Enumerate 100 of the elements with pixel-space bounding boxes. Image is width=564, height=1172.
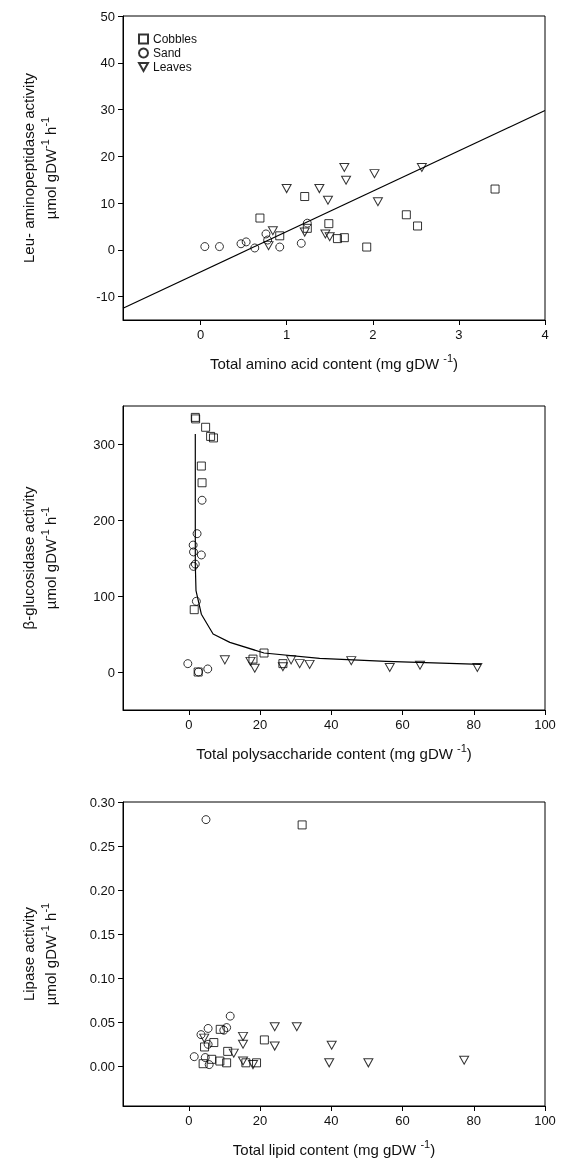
point [225,1011,235,1021]
y-tick-label: 40 [100,55,115,71]
point [297,820,307,830]
point [314,184,325,194]
point [238,1039,249,1049]
point [238,1031,249,1041]
point [459,1055,470,1065]
point [294,659,305,669]
x-tick-label: 0 [185,717,193,732]
x-tick-label: 1 [283,327,291,342]
x-tick-label: 20 [252,1113,268,1128]
point [196,550,206,560]
point [413,221,423,231]
point [188,540,198,550]
y-tick-label: 50 [100,8,115,24]
point [259,648,269,658]
y-tick-label: 0.25 [89,838,115,854]
x-tick-label: 80 [466,717,482,732]
point [201,422,211,432]
point [269,1022,280,1032]
y-tick-label: 0.15 [89,926,115,942]
point [200,1053,210,1063]
point [215,1024,225,1034]
point [269,1041,280,1051]
point [236,239,246,249]
x-tick-label: 100 [534,717,556,732]
x-tick-label: 40 [324,1113,339,1128]
point [384,662,395,672]
point [196,1030,206,1040]
point [198,1059,208,1069]
x-tick-label: 4 [541,327,549,342]
point [189,547,199,557]
point [326,1040,337,1050]
point [302,218,312,228]
point [203,1023,213,1033]
point [324,232,335,242]
legend-label: Leaves [153,60,192,74]
y-tick-label: 200 [93,512,115,528]
point [228,1048,239,1058]
point [201,815,211,825]
point [247,1060,258,1070]
point [320,229,331,239]
point [362,242,372,252]
x-tick-label: 40 [324,717,339,732]
point [300,192,310,202]
point [249,663,260,673]
y-tick-label: 20 [100,148,115,164]
point [200,242,210,252]
point [189,1052,199,1062]
y-tick-label: 30 [100,102,115,118]
x-tick-label: 60 [395,1113,410,1128]
x-tick-label: 100 [534,1113,556,1128]
point [214,242,224,252]
point [369,169,380,179]
point [207,1054,217,1064]
x-tick-label: 2 [369,327,377,342]
point [191,596,201,606]
x-tick-label: 60 [395,717,410,732]
point [222,1058,232,1068]
point [197,495,207,505]
y-tick-label: 100 [93,588,115,604]
y-tick-label: 0.00 [89,1058,115,1074]
y-tick-label: 0 [107,242,115,258]
point [252,1058,262,1068]
point [324,219,334,229]
point [291,1022,302,1032]
point [472,662,483,672]
point [215,1056,225,1066]
legend-label: Cobbles [153,32,198,46]
point [255,213,265,223]
point [199,1033,210,1043]
point [263,235,273,245]
x-tick-label: 3 [455,327,463,342]
point [223,1046,233,1056]
point [196,461,206,471]
x-tick-label: 0 [185,1113,193,1128]
point [197,478,207,488]
x-tick-label: 80 [466,1113,482,1128]
y-tick-label: 0.05 [89,1014,115,1030]
point [241,237,251,247]
point [259,1035,269,1045]
point [304,659,315,669]
point [299,227,310,237]
point [324,1058,335,1068]
y-tick-label: -10 [96,289,115,305]
point [275,242,285,252]
y-tick-label: 0.30 [89,794,115,810]
point [203,664,213,674]
point [209,1038,219,1048]
point [192,529,202,539]
point [302,223,312,233]
point [275,231,285,241]
point [415,660,425,670]
y-tick-label: 0.20 [89,882,115,898]
point [261,229,271,239]
x-tick-label: 20 [252,717,268,732]
y-tick-label: 0.10 [89,970,115,986]
point [363,1058,374,1068]
point [219,655,230,665]
point [416,163,427,173]
